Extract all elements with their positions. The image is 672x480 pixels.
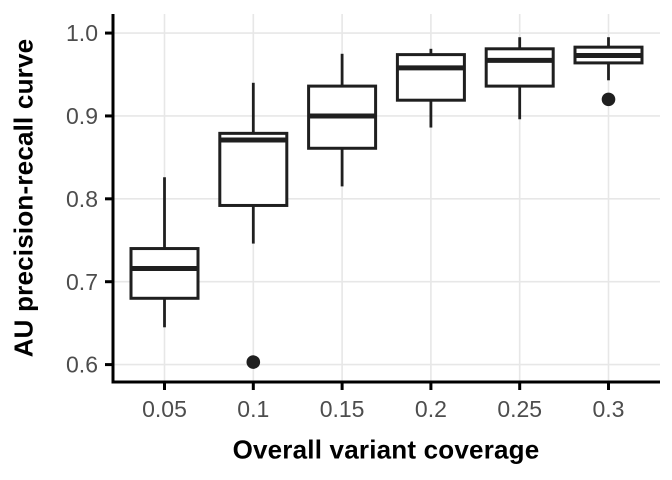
x-tick-label: 0.05	[142, 396, 187, 422]
y-tick-label: 0.6	[66, 352, 98, 378]
x-tick-label: 0.25	[497, 396, 542, 422]
iqr-box	[129, 247, 200, 300]
y-tick-label: 0.9	[66, 103, 98, 129]
y-tick-label: 0.7	[66, 269, 98, 295]
iqr-box	[484, 47, 555, 88]
x-tick-label: 0.2	[415, 396, 447, 422]
y-axis-title: AU precision-recall curve	[8, 38, 39, 358]
x-tick-label: 0.15	[320, 396, 365, 422]
outlier-point	[601, 92, 616, 107]
x-tick-label: 0.1	[237, 396, 269, 422]
y-tick-label: 0.8	[66, 186, 98, 212]
iqr-box	[218, 131, 289, 207]
outlier-point	[246, 355, 261, 369]
x-axis-title: Overall variant coverage	[232, 434, 540, 465]
iqr-box	[395, 53, 466, 102]
y-tick-label: 1.0	[66, 20, 98, 46]
x-tick-label: 0.3	[593, 396, 625, 422]
